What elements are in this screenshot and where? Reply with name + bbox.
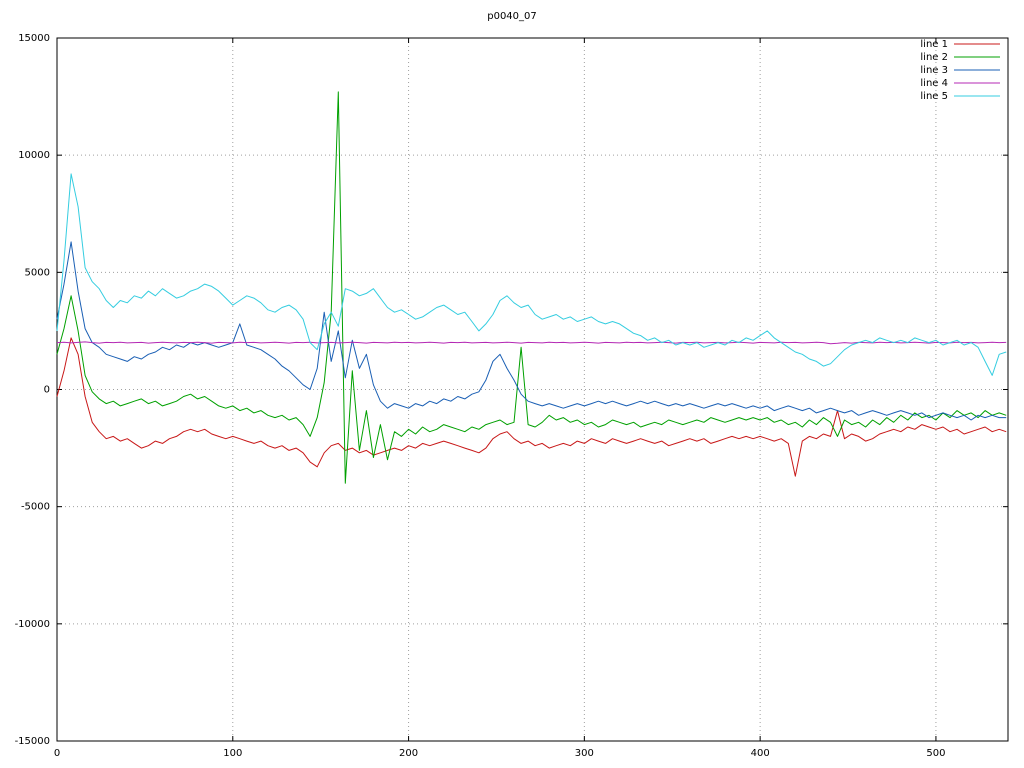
series-line-3 bbox=[56, 241, 1007, 421]
y-tick-label: 15000 bbox=[18, 33, 50, 44]
series-line-1 bbox=[56, 337, 1007, 477]
legend-label: line 2 bbox=[920, 52, 948, 63]
y-tick-label: -5000 bbox=[21, 502, 50, 513]
series-line-4 bbox=[56, 341, 1007, 345]
y-tick-label: 0 bbox=[44, 385, 50, 396]
legend-label: line 3 bbox=[920, 65, 948, 76]
legend-label: line 5 bbox=[920, 91, 948, 102]
y-tick-label: -15000 bbox=[15, 736, 50, 747]
y-tick-label: 5000 bbox=[25, 267, 50, 278]
x-tick-label: 0 bbox=[54, 748, 60, 759]
series-line-2 bbox=[56, 91, 1007, 484]
y-tick-label: -10000 bbox=[15, 619, 50, 630]
chart-title: p0040_07 bbox=[487, 11, 537, 22]
x-tick-label: 200 bbox=[399, 748, 418, 759]
x-tick-label: 500 bbox=[926, 748, 945, 759]
y-tick-label: 10000 bbox=[18, 150, 50, 161]
legend-label: line 4 bbox=[920, 78, 948, 89]
x-tick-label: 100 bbox=[223, 748, 242, 759]
x-tick-label: 400 bbox=[751, 748, 770, 759]
legend-label: line 1 bbox=[920, 39, 948, 50]
series-line-5 bbox=[56, 173, 1007, 376]
x-tick-label: 300 bbox=[575, 748, 594, 759]
